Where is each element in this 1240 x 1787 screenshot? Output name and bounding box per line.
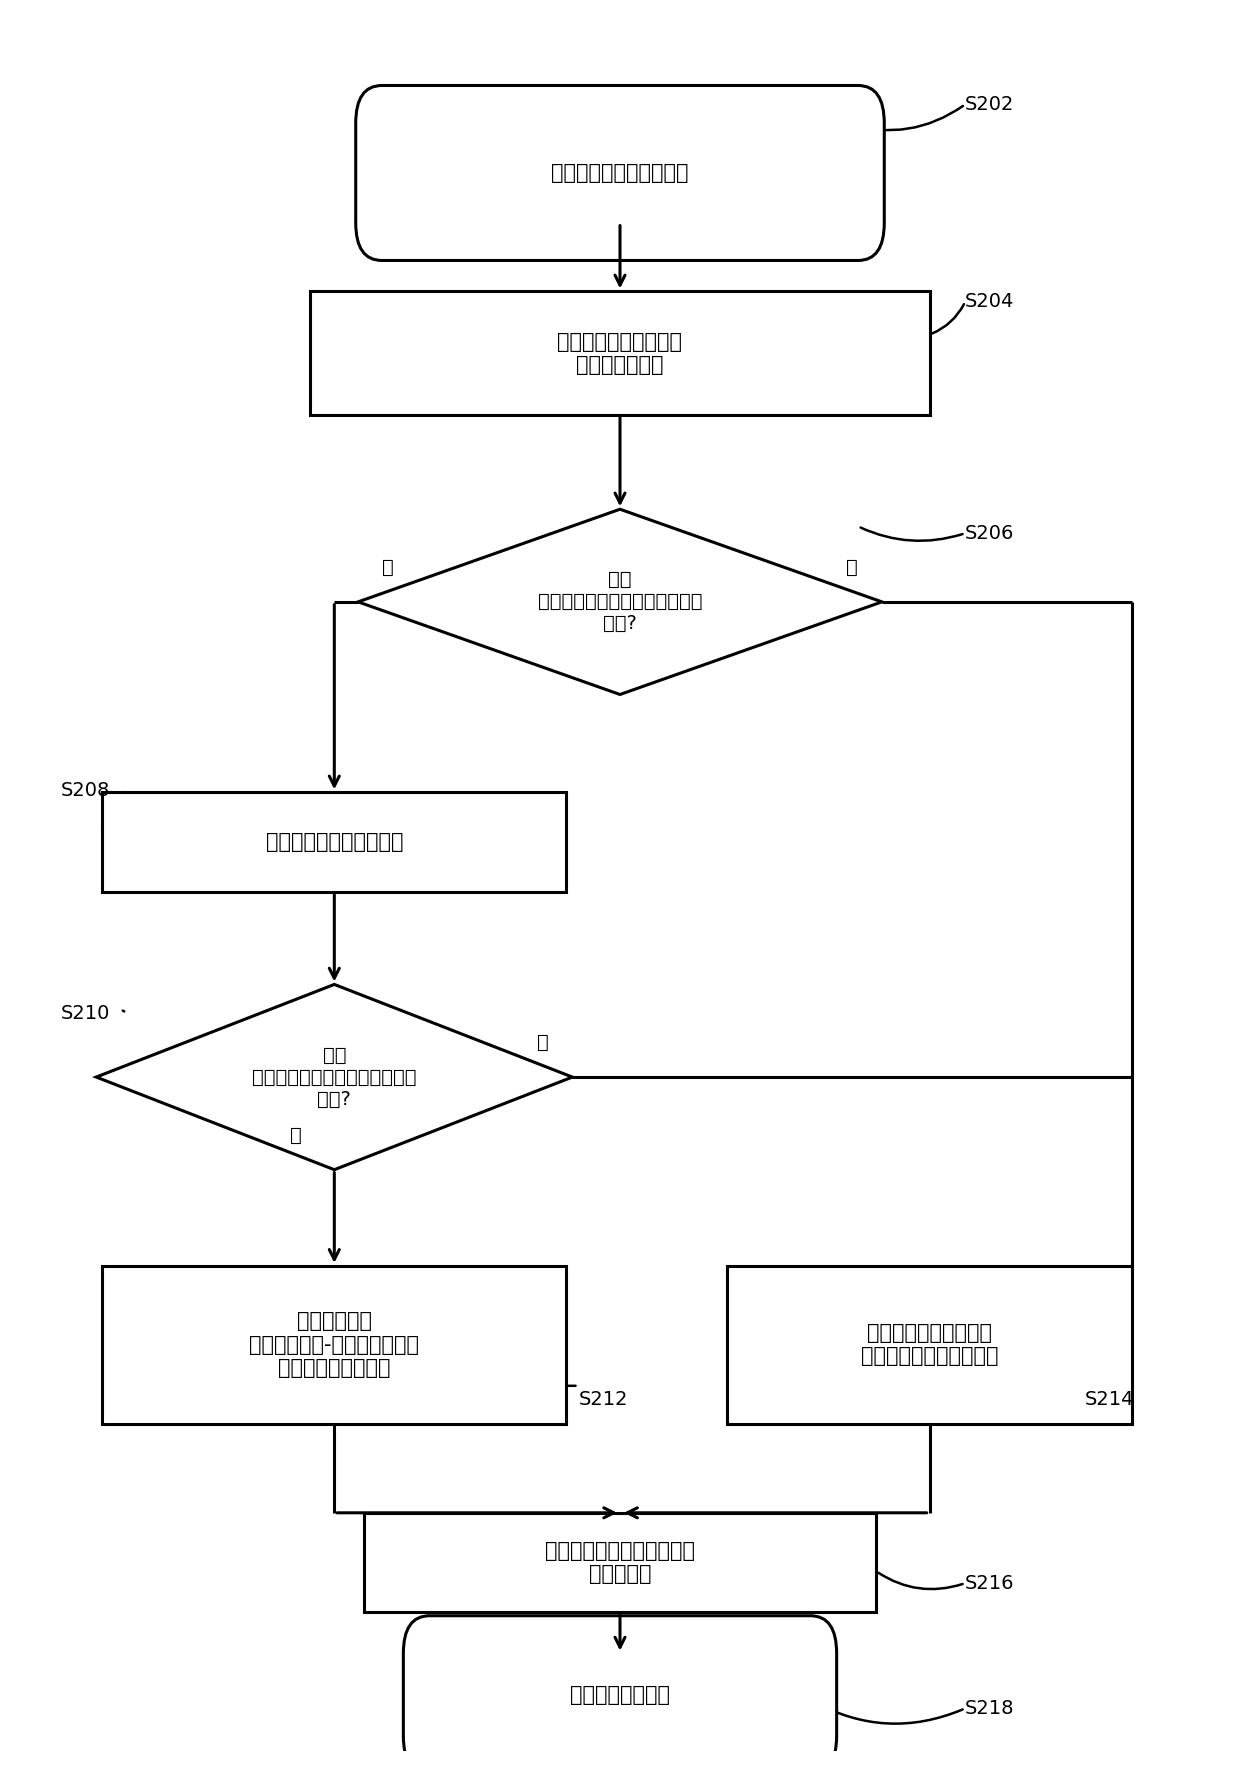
Text: S212: S212 (578, 1390, 627, 1410)
Bar (102, 1265, 567, 1424)
Text: 判断
间隔时间是否小于等于预设时间
阈值?: 判断 间隔时间是否小于等于预设时间 阈值? (538, 570, 702, 633)
Text: S202: S202 (965, 95, 1014, 114)
Bar (727, 1265, 1132, 1424)
Text: 是: 是 (382, 558, 394, 577)
Polygon shape (97, 985, 573, 1170)
Text: 以解冻单元的额定功率
作为解冻单元的工作功率: 以解冻单元的额定功率 作为解冻单元的工作功率 (861, 1322, 998, 1367)
Text: 获取距离前次冷冻门体
打开的间隔时间: 获取距离前次冷冻门体 打开的间隔时间 (558, 332, 682, 375)
Text: 判断
间室温度是否小于等于预设温度
阈值?: 判断 间室温度是否小于等于预设温度 阈值? (252, 1045, 417, 1108)
Polygon shape (358, 509, 882, 695)
Text: S218: S218 (965, 1699, 1014, 1717)
Bar (310, 291, 930, 415)
Text: 获取启动解冻的触发指令: 获取启动解冻的触发指令 (552, 163, 688, 182)
Text: 根据间室温度
在预置的温度-功率表中匹配出
解冻单元的工作功率: 根据间室温度 在预置的温度-功率表中匹配出 解冻单元的工作功率 (249, 1312, 419, 1378)
Text: S204: S204 (965, 291, 1014, 311)
Text: 否: 否 (846, 558, 858, 577)
Bar (102, 792, 567, 892)
Text: S210: S210 (61, 1004, 110, 1024)
Text: S216: S216 (965, 1574, 1014, 1592)
FancyBboxPatch shape (356, 86, 884, 261)
Text: 获取冷冻间室的间室温度: 获取冷冻间室的间室温度 (265, 833, 403, 852)
Text: S208: S208 (61, 781, 110, 801)
Text: 解冻单元停止工作: 解冻单元停止工作 (570, 1685, 670, 1705)
Bar (365, 1514, 875, 1612)
Text: S206: S206 (965, 524, 1014, 543)
Text: 是: 是 (290, 1126, 303, 1145)
Text: S214: S214 (1084, 1390, 1133, 1410)
FancyBboxPatch shape (403, 1615, 837, 1773)
Text: 否: 否 (537, 1033, 548, 1053)
Text: 解冻单元以确定的工作功率
启动并运行: 解冻单元以确定的工作功率 启动并运行 (546, 1540, 694, 1583)
